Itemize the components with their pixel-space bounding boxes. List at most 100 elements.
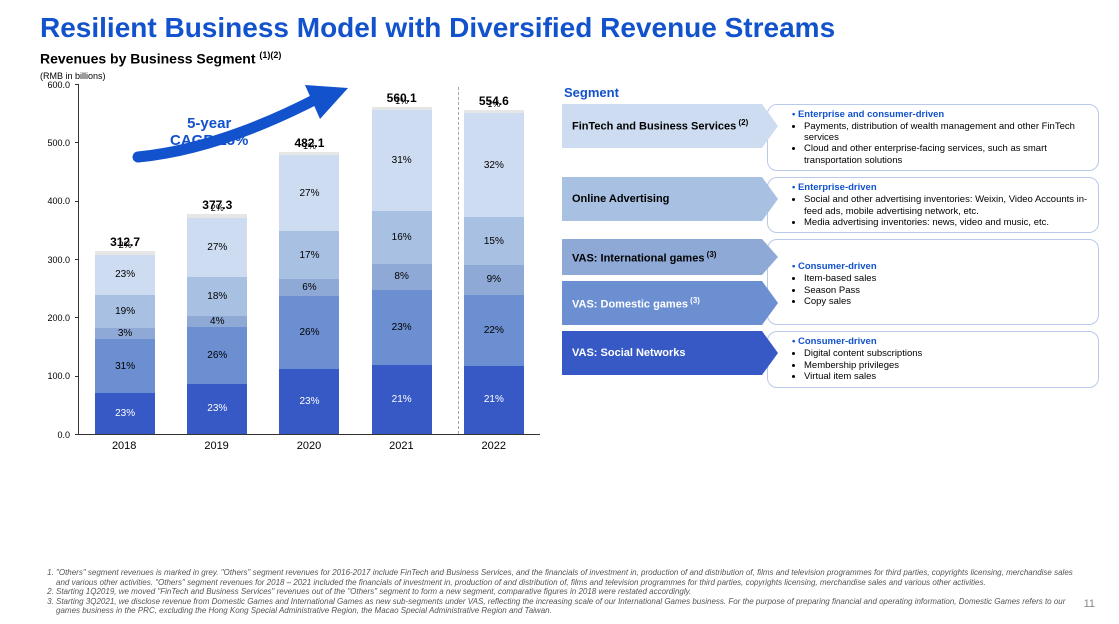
segment-pct-label: 31% <box>115 361 135 372</box>
y-tick: 0.0 <box>57 430 70 440</box>
bar-segment-social: 21% <box>464 366 524 434</box>
segment-pct-label: 21% <box>484 394 504 405</box>
segment-desc-item: Virtual item sales <box>804 371 1088 382</box>
page-number: 11 <box>1084 598 1095 610</box>
bar-segment-fintech: 23% <box>95 255 155 295</box>
x-tick: 2019 <box>187 437 247 455</box>
segment-desc-social: • Consumer-drivenDigital content subscri… <box>767 331 1099 387</box>
segment-header: Segment <box>564 85 1099 100</box>
segment-pct-label: 21% <box>392 394 412 405</box>
segment-desc-item: Copy sales <box>804 296 1088 307</box>
y-axis: 0.0100.0200.0300.0400.0500.0600.0 <box>40 85 74 435</box>
segment-pct-label: 16% <box>392 232 412 243</box>
bar-segment-intl: 6% <box>279 279 339 296</box>
segment-desc-item: Season Pass <box>804 285 1088 296</box>
page-title: Resilient Business Model with Diversifie… <box>0 0 1119 50</box>
segment-desc-fintech: • Enterprise and consumer-drivenPayments… <box>767 104 1099 172</box>
footnote-item: Starting 3Q2021, we disclose revenue fro… <box>56 597 1079 616</box>
y-tick: 300.0 <box>47 255 70 265</box>
bar-segment-domestic: 26% <box>187 327 247 384</box>
segment-pct-label: 31% <box>392 155 412 166</box>
segment-pct-label: 2% <box>211 203 224 213</box>
bar-segment-advertising: 17% <box>279 231 339 279</box>
bar-segment-intl: 4% <box>187 316 247 327</box>
segment-arrow-social: VAS: Social Networks <box>562 331 762 375</box>
x-tick: 2018 <box>94 437 154 455</box>
segment-pct-label: 26% <box>207 350 227 361</box>
bar-segment-others: 1% <box>464 110 524 113</box>
segment-desc-header: • Enterprise-driven <box>792 182 1088 193</box>
y-tick: 400.0 <box>47 196 70 206</box>
segment-pct-label: 3% <box>118 328 132 339</box>
segment-arrow-label: VAS: Domestic games (3) <box>572 296 700 311</box>
bar-segment-intl: 8% <box>372 264 432 290</box>
x-tick: 2021 <box>371 437 431 455</box>
bar-segment-others: 2% <box>95 251 155 255</box>
segment-desc-header: • Consumer-driven <box>792 336 1088 347</box>
segment-pct-label: 18% <box>207 291 227 302</box>
segment-arrow-label: FinTech and Business Services (2) <box>572 118 748 133</box>
y-tick: 500.0 <box>47 138 70 148</box>
segment-desc-item: Membership privileges <box>804 360 1088 371</box>
segment-pct-label: 23% <box>115 269 135 280</box>
segment-desc-item: Social and other advertising inventories… <box>804 194 1088 217</box>
bar-segment-fintech: 27% <box>187 218 247 277</box>
plot-area: 312.723%31%3%19%23%2%377.323%26%4%18%27%… <box>78 85 540 435</box>
footnote-item: Starting 1Q2019, we moved "FinTech and B… <box>56 587 1079 597</box>
subtitle-text: Revenues by Business Segment <box>40 51 256 67</box>
bar-segment-domestic: 31% <box>95 339 155 393</box>
segment-pct-label: 1% <box>487 99 500 109</box>
subtitle-sup: (1)(2) <box>259 50 281 60</box>
segment-pct-label: 4% <box>210 316 224 327</box>
y-tick: 100.0 <box>47 371 70 381</box>
bar-segment-domestic: 26% <box>279 296 339 369</box>
segment-pct-label: 6% <box>302 282 316 293</box>
segment-pct-label: 19% <box>115 306 135 317</box>
bar-column: 377.323%26%4%18%27%2% <box>187 198 247 434</box>
bar-segment-fintech: 27% <box>279 155 339 231</box>
segment-row-advertising: Online Advertising • Enterprise-drivenSoc… <box>562 177 1099 233</box>
y-tick: 600.0 <box>47 80 70 90</box>
segment-arrow-fintech: FinTech and Business Services (2) <box>562 104 762 148</box>
bar-segment-advertising: 16% <box>372 211 432 263</box>
segment-arrow-label: Online Advertising <box>572 193 669 205</box>
segment-pct-label: 32% <box>484 160 504 171</box>
segment-pct-label: 27% <box>299 188 319 199</box>
segment-row-intl: VAS: International games (3) <box>562 239 1099 275</box>
bar-column: 554.621%22%9%15%32%1% <box>464 94 524 434</box>
segment-pct-label: 23% <box>299 396 319 407</box>
segment-pct-label: 9% <box>487 274 501 285</box>
segment-arrow-domestic: VAS: Domestic games (3) <box>562 281 762 325</box>
bar-segment-intl: 9% <box>464 265 524 294</box>
segment-pct-label: 15% <box>484 236 504 247</box>
bar-column: 560.121%23%8%16%31%1% <box>372 91 432 434</box>
segment-desc-advertising: • Enterprise-drivenSocial and other adve… <box>767 177 1099 233</box>
segment-row-fintech: FinTech and Business Services (2) • Enter… <box>562 104 1099 172</box>
bar-segment-domestic: 22% <box>464 295 524 366</box>
bar-segment-domestic: 23% <box>372 290 432 365</box>
segment-pct-label: 17% <box>299 250 319 261</box>
segment-arrow-intl: VAS: International games (3) <box>562 239 762 275</box>
segment-pct-label: 27% <box>207 242 227 253</box>
segment-pct-label: 1% <box>395 96 408 106</box>
x-tick: 2022 <box>464 437 524 455</box>
x-axis: 2018 2019 2020 2021 2022 <box>78 437 540 455</box>
y-tick: 200.0 <box>47 313 70 323</box>
bar-segment-intl: 3% <box>95 328 155 339</box>
chart-subtitle: Revenues by Business Segment (1)(2) <box>0 50 1119 67</box>
segment-desc-item: Cloud and other enterprise-facing servic… <box>804 143 1088 166</box>
segment-row-social: VAS: Social Networks • Consumer-drivenDig… <box>562 331 1099 387</box>
segment-arrow-label: VAS: International games (3) <box>572 250 716 265</box>
x-tick: 2020 <box>279 437 339 455</box>
segment-desc-item: Digital content subscriptions <box>804 348 1088 359</box>
footnotes: "Others" segment revenues is marked in g… <box>40 568 1079 616</box>
bar-segment-advertising: 19% <box>95 295 155 328</box>
segment-arrow-advertising: Online Advertising <box>562 177 762 221</box>
bar-segment-fintech: 31% <box>372 110 432 211</box>
bar-segment-advertising: 18% <box>187 277 247 316</box>
segment-arrow-label: VAS: Social Networks <box>572 347 686 359</box>
segment-row-domestic: VAS: Domestic games (3)• Consumer-driven… <box>562 281 1099 325</box>
bar-column: 312.723%31%3%19%23%2% <box>95 235 155 433</box>
footnote-item: "Others" segment revenues is marked in g… <box>56 568 1079 587</box>
bar-segment-others: 1% <box>279 152 339 155</box>
